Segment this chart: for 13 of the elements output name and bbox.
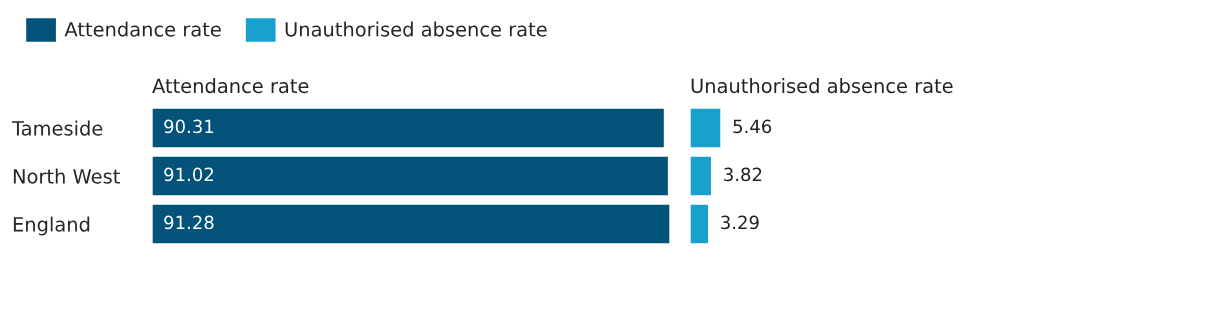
- data-label: 90.31: [164, 119, 214, 134]
- data-label: 91.02: [164, 167, 213, 182]
- text: Unauthorised absence rate: [691, 78, 953, 94]
- y-tick-label: Tameside: [11, 120, 103, 136]
- data-label: 3.29: [721, 215, 759, 230]
- y-tick-label: North West: [13, 168, 120, 184]
- data-label: 5.46: [733, 119, 772, 134]
- text: Unauthorised absence rate: [285, 21, 547, 37]
- data-label: 91.28: [164, 215, 214, 230]
- y-tick-label: England: [13, 216, 90, 236]
- data-label: 3.82: [724, 167, 762, 182]
- legend-label: Attendance rate: [64, 21, 221, 37]
- chart-title: Attendance rate: [152, 78, 309, 94]
